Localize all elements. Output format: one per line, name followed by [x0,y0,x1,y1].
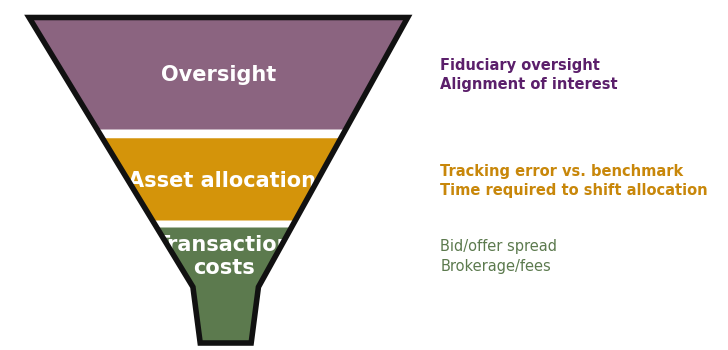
Polygon shape [98,130,346,136]
Text: Tracking error vs. benchmark: Tracking error vs. benchmark [440,164,684,179]
Text: Brokerage/fees: Brokerage/fees [440,259,551,273]
Text: Time required to shift allocation: Time required to shift allocation [440,183,708,198]
Text: Asset allocation: Asset allocation [127,171,316,191]
Polygon shape [193,287,258,343]
Text: Fiduciary oversight: Fiduciary oversight [440,58,601,73]
Polygon shape [156,226,293,287]
Text: Oversight: Oversight [161,65,276,85]
Text: Alignment of interest: Alignment of interest [440,77,618,92]
Text: Transaction
costs: Transaction costs [156,235,292,278]
Text: Bid/offer spread: Bid/offer spread [440,239,558,254]
Polygon shape [103,138,341,224]
Polygon shape [29,18,408,133]
Polygon shape [152,220,296,228]
